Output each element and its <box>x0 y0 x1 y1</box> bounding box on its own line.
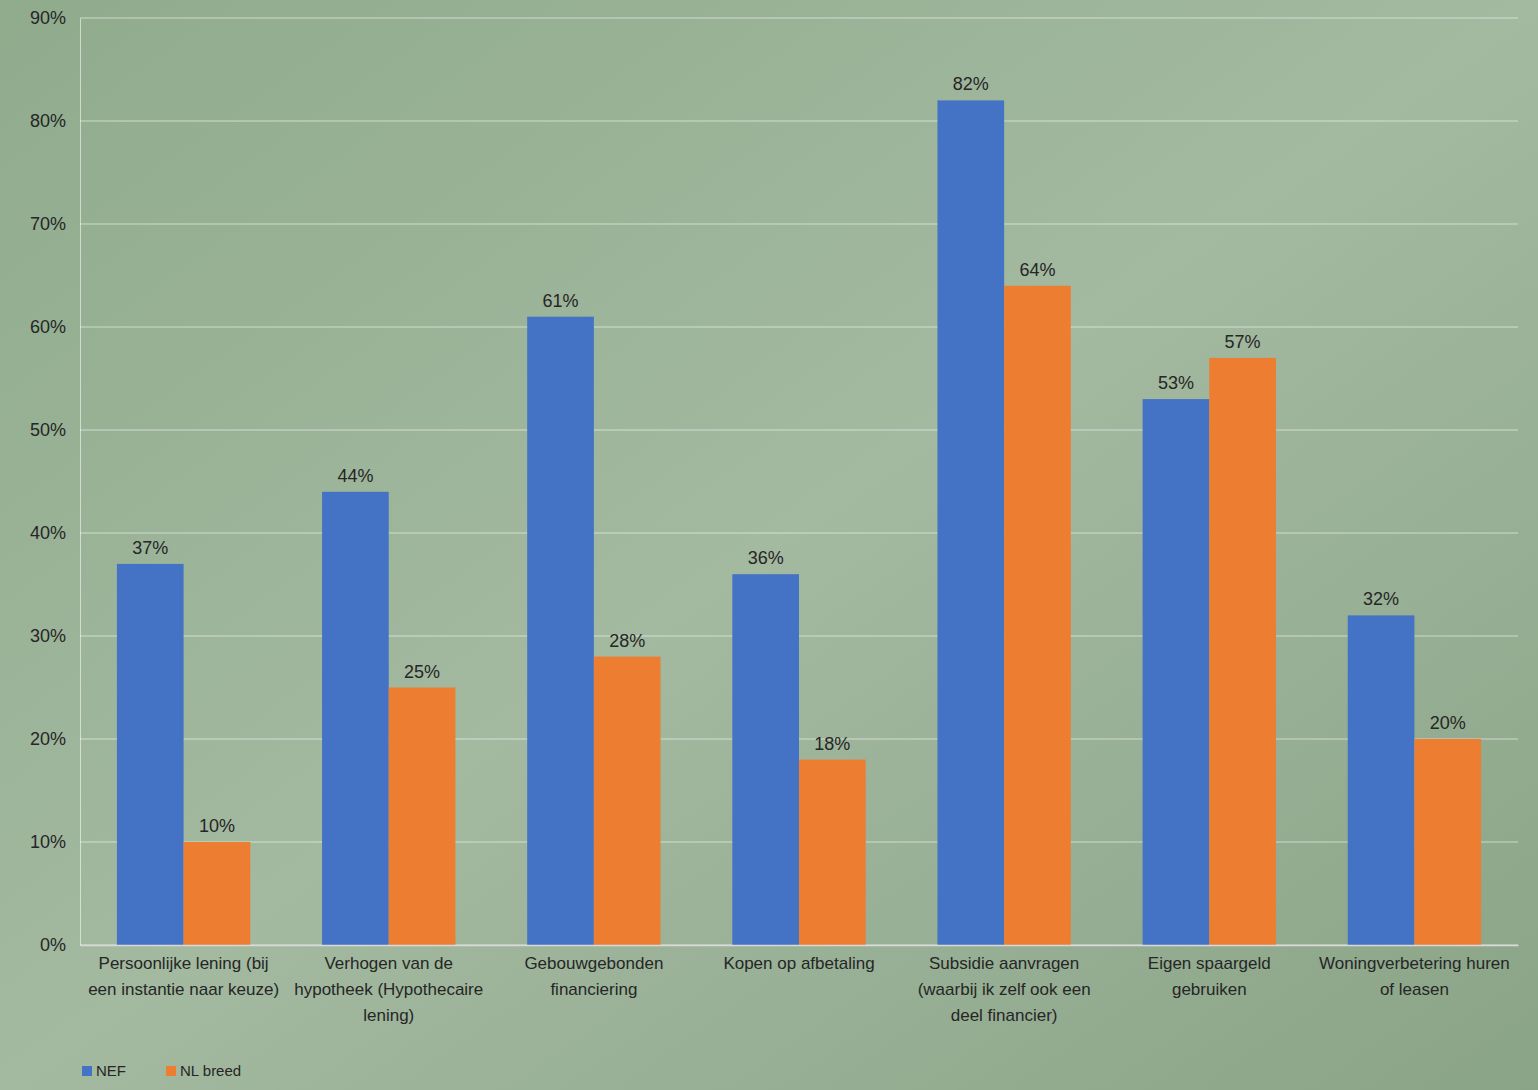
grid-line <box>80 533 1518 534</box>
data-label: 44% <box>337 466 373 486</box>
y-tick: 90% <box>30 8 80 28</box>
x-axis: Persoonlijke lening (bijeen instantie na… <box>81 945 1519 1025</box>
legend-swatch <box>82 1066 92 1076</box>
x-tick: Kopen op afbetaling <box>723 945 874 973</box>
data-label: 25% <box>404 662 440 682</box>
bar <box>527 317 594 945</box>
y-tick: 80% <box>30 111 80 131</box>
y-tick-label: 40% <box>30 523 66 543</box>
legend-label: NEF <box>96 1062 126 1079</box>
x-tick-label: Verhogen van dehypotheek (Hypothecairele… <box>294 954 483 1025</box>
x-tick-label: Woningverbetering hurenof leasen <box>1319 954 1510 999</box>
y-tick: 0% <box>40 935 80 955</box>
x-tick-label: Subsidie aanvragen(waarbij ik zelf ook e… <box>918 954 1091 1025</box>
data-label: 20% <box>1430 713 1466 733</box>
x-axis-line <box>81 945 1519 947</box>
y-tick-label: 30% <box>30 626 66 646</box>
bar <box>1143 399 1210 945</box>
data-label: 32% <box>1363 589 1399 609</box>
grid-line <box>80 327 1518 328</box>
grid-line <box>80 430 1518 431</box>
background <box>0 0 1538 1090</box>
grid <box>80 18 1518 945</box>
y-tick-label: 20% <box>30 729 66 749</box>
data-label: 61% <box>543 291 579 311</box>
grid-line <box>80 18 1518 19</box>
data-label: 53% <box>1158 373 1194 393</box>
data-label: 82% <box>953 74 989 94</box>
grid-line <box>80 224 1518 225</box>
x-tick: Verhogen van dehypotheek (Hypothecairele… <box>294 945 483 1025</box>
y-tick-label: 80% <box>30 111 66 131</box>
bar <box>389 688 456 946</box>
y-tick: 70% <box>30 214 80 234</box>
bar <box>322 492 389 945</box>
y-tick: 20% <box>30 729 80 749</box>
bar <box>937 100 1004 945</box>
y-tick-label: 90% <box>30 8 66 28</box>
y-tick-label: 60% <box>30 317 66 337</box>
y-tick: 50% <box>30 420 80 440</box>
bar <box>594 657 661 945</box>
legend-label: NL breed <box>180 1062 241 1079</box>
y-tick-label: 0% <box>40 935 66 955</box>
grid-line <box>80 121 1518 122</box>
y-tick: 30% <box>30 626 80 646</box>
legend-swatch <box>166 1066 176 1076</box>
data-label: 37% <box>132 538 168 558</box>
bar-series <box>117 100 1414 945</box>
x-tick: Woningverbetering hurenof leasen <box>1319 945 1510 999</box>
y-tick: 40% <box>30 523 80 543</box>
y-tick-label: 10% <box>30 832 66 852</box>
bar <box>1004 286 1071 945</box>
data-label: 36% <box>748 548 784 568</box>
data-label: 28% <box>609 631 645 651</box>
y-tick: 10% <box>30 832 80 852</box>
x-tick-label: Persoonlijke lening (bijeen instantie na… <box>88 954 279 999</box>
legend-item: NL breed <box>166 1062 241 1079</box>
y-axis: 0% 10% 20% 30% 40% 50% 60% 70% 80% 90% <box>30 8 81 955</box>
legend-item: NEF <box>82 1062 126 1079</box>
bar-series <box>184 286 1481 945</box>
data-labels: 37% 44% 61% 36% 82% 53% 32% 10% 25% 28% 18% 64% 57% 2… <box>132 74 1466 836</box>
data-label: 18% <box>814 734 850 754</box>
plot: 0% 10% 20% 30% 40% 50% 60% 70% 80% 90% Persoonlijk… <box>30 8 1519 1025</box>
x-tick-label: Kopen op afbetaling <box>723 954 874 973</box>
data-label: 57% <box>1225 332 1261 352</box>
bar <box>184 842 251 945</box>
x-tick-label: Eigen spaargeldgebruiken <box>1148 954 1271 999</box>
bar <box>117 564 184 945</box>
chart: 0% 10% 20% 30% 40% 50% 60% 70% 80% 90% Persoonlijk… <box>0 0 1538 1090</box>
data-label: 64% <box>1019 260 1055 280</box>
bar <box>732 574 799 945</box>
data-label: 10% <box>199 816 235 836</box>
bar <box>799 760 866 945</box>
bar <box>1209 358 1276 945</box>
legend: NEF NL breed <box>82 1062 241 1079</box>
x-tick: Persoonlijke lening (bijeen instantie na… <box>88 945 279 999</box>
y-tick-label: 50% <box>30 420 66 440</box>
y-axis-line <box>80 19 81 946</box>
y-tick-label: 70% <box>30 214 66 234</box>
x-tick: Eigen spaargeldgebruiken <box>1148 945 1271 999</box>
bar <box>1348 615 1415 945</box>
x-tick: Subsidie aanvragen(waarbij ik zelf ook e… <box>918 945 1091 1025</box>
x-tick: Gebouwgebondenfinanciering <box>524 945 663 999</box>
bars <box>117 100 1481 945</box>
x-tick-label: Gebouwgebondenfinanciering <box>524 954 663 999</box>
y-tick: 60% <box>30 317 80 337</box>
bar <box>1414 739 1481 945</box>
